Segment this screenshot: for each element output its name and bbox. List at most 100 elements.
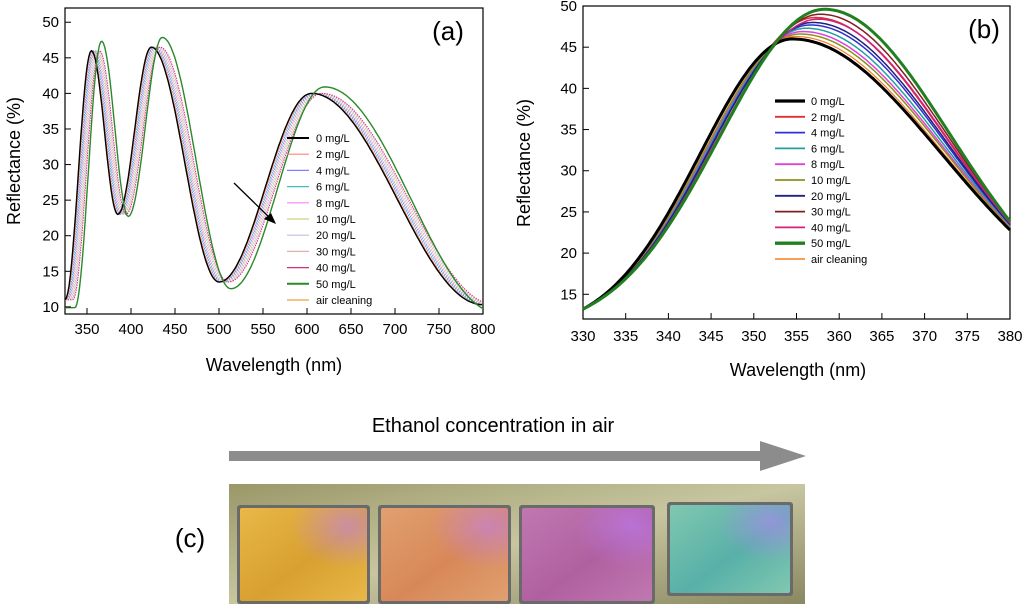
panel-b-x-tick-label: 350	[741, 328, 766, 345]
panel-a-x-tick-label: 600	[294, 321, 319, 338]
panel-a-series-50-mg-l	[65, 36, 483, 309]
panel-b-series-4-mg-l	[582, 24, 1011, 310]
panel-b-chart: 330 335 340 345 350 355 360 365 370 375 380 15 20 25 3…	[514, 0, 1023, 380]
panel-b-x-tick-label: 370	[912, 328, 937, 345]
panel-a-x-tick-label: 650	[338, 321, 363, 338]
panel-b-legend-label: 8 mg/L	[811, 159, 845, 171]
panel-b-ticks: 330 335 340 345 350 355 360 365 370 375 380 15 20 25 3…	[560, 0, 1022, 345]
panel-a-series-10-mg-l	[65, 46, 483, 304]
panel-b-legend-label: 10 mg/L	[811, 175, 851, 187]
panel-b-y-tick-label: 40	[560, 80, 577, 97]
panel-b-series-air-cleaning	[582, 35, 1011, 310]
panel-a-legend-label: 2 mg/L	[316, 149, 350, 161]
panel-b-legend-label: 40 mg/L	[811, 222, 851, 234]
panel-b-legend-label: 20 mg/L	[811, 191, 851, 203]
panel-b-x-tick-label: 380	[997, 328, 1022, 345]
panel-b-legend-label: 30 mg/L	[811, 207, 851, 219]
panel-b-x-tick-label: 360	[827, 328, 852, 345]
panel-a-legend-label: 40 mg/L	[316, 263, 356, 275]
panel-b-y-axis-label: Reflectance (%)	[514, 99, 534, 227]
panel-a-shift-arrow	[233, 182, 276, 224]
panel-a-legend-label: 10 mg/L	[316, 214, 356, 226]
panel-b-series-20-mg-l	[582, 21, 1011, 310]
panel-b-series-6-mg-l	[582, 27, 1011, 310]
panel-a-curves	[64, 36, 483, 309]
panel-a-x-tick-label: 500	[206, 321, 231, 338]
panel-a-y-tick-label: 15	[42, 263, 59, 280]
panel-a-legend-label: 30 mg/L	[316, 246, 356, 258]
panel-b-series-0-mg-l	[582, 37, 1012, 311]
panel-b-x-axis-label: Wavelength (nm)	[730, 360, 866, 380]
panel-a-legend-label: 4 mg/L	[316, 165, 350, 177]
panel-a-y-tick-label: 35	[42, 121, 59, 138]
panel-a-legend-label: 0 mg/L	[316, 133, 350, 145]
panel-b-legend-label: 4 mg/L	[811, 128, 845, 140]
panel-b-x-tick-label: 340	[656, 328, 681, 345]
panel-b-x-tick-label: 345	[699, 328, 724, 345]
panel-b-x-tick-label: 335	[613, 328, 638, 345]
panel-b-y-tick-label: 30	[560, 163, 577, 180]
panel-a-y-axis-label: Reflectance (%)	[4, 97, 24, 225]
panel-a-y-tick-label: 45	[42, 50, 59, 67]
panel-a-x-tick-label: 750	[426, 321, 451, 338]
panel-a-legend-label: air cleaning	[316, 295, 372, 307]
panel-a-x-tick-label: 450	[162, 321, 187, 338]
panel-a-x-tick-label: 350	[74, 321, 99, 338]
panel-b-x-tick-label: 365	[869, 328, 894, 345]
panel-b-y-tick-label: 20	[560, 245, 577, 262]
panel-b-y-tick-label: 25	[560, 204, 577, 221]
panel-a-series-0-mg-l	[64, 46, 483, 306]
panel-a-legend-label: 20 mg/L	[316, 230, 356, 242]
panel-a-y-tick-label: 40	[42, 85, 59, 102]
panel-a-legend-label: 8 mg/L	[316, 198, 350, 210]
panel-a-x-axis-label: Wavelength (nm)	[206, 355, 342, 375]
panel-b-legend-label: 50 mg/L	[811, 238, 851, 250]
panel-a-series-4-mg-l	[65, 46, 483, 305]
sample-photo-4	[667, 502, 793, 596]
panel-a-y-tick-label: 25	[42, 192, 59, 209]
panel-b-legend-label: air cleaning	[811, 254, 867, 266]
sample-photo-1	[237, 505, 370, 604]
panel-c-label: (c)	[175, 523, 205, 553]
sample-photo-2	[378, 505, 511, 604]
panel-a-y-tick-label: 20	[42, 228, 59, 245]
panel-b-x-tick-label: 355	[784, 328, 809, 345]
panel-a-series-30-mg-l	[65, 46, 483, 303]
panel-a-series-air-cleaning	[64, 46, 483, 306]
panel-b-y-tick-label: 45	[560, 39, 577, 56]
panel-b-legend-label: 6 mg/L	[811, 143, 845, 155]
panel-b-plot-frame	[582, 5, 1011, 320]
panel-b-series-30-mg-l	[582, 13, 1011, 310]
panel-a-x-tick-label: 550	[250, 321, 275, 338]
panel-b-series-8-mg-l	[582, 30, 1011, 310]
panel-a-plot-frame	[64, 7, 484, 315]
panel-a-series-8-mg-l	[65, 46, 483, 305]
panel-a-ticks: 350 400 450 500 550 600 650 700 750 800 10 15 20 25 30…	[42, 14, 495, 338]
sample-photo-3	[519, 505, 655, 604]
panel-a-series-40-mg-l	[65, 46, 483, 303]
panel-a-x-tick-label: 400	[118, 321, 143, 338]
panel-a-chart: 350 400 450 500 550 600 650 700 750 800 10 15 20 25 30…	[4, 7, 496, 375]
panel-a-y-tick-label: 30	[42, 157, 59, 174]
panel-a-series-2-mg-l	[64, 46, 483, 306]
panel-b-y-tick-label: 15	[560, 286, 577, 303]
panel-b-legend: 0 mg/L 2 mg/L 4 mg/L 6 mg/L 8 mg/L 10 mg/L 20 …	[775, 96, 867, 266]
panel-b-y-tick-label: 50	[560, 0, 577, 15]
panel-a-x-tick-label: 700	[382, 321, 407, 338]
panel-b-y-tick-label: 35	[560, 122, 577, 139]
sample-photos	[229, 484, 805, 604]
panel-a-label: (a)	[432, 16, 464, 46]
panel-b-legend-label: 2 mg/L	[811, 112, 845, 124]
panel-b-x-tick-label: 375	[955, 328, 980, 345]
panel-a-series-6-mg-l	[65, 46, 483, 305]
concentration-arrow-caption: Ethanol concentration in air	[372, 415, 615, 437]
panel-a-legend-label: 50 mg/L	[316, 279, 356, 291]
panel-a-y-tick-label: 10	[42, 299, 59, 316]
panel-c: Ethanol concentration in air (c)	[175, 415, 806, 604]
concentration-arrow	[229, 441, 806, 471]
panel-a-y-tick-label: 50	[42, 14, 59, 31]
panel-b-series-10-mg-l	[582, 33, 1011, 310]
panel-a-x-tick-label: 800	[470, 321, 495, 338]
panel-b-series-50-mg-l	[582, 7, 1012, 311]
